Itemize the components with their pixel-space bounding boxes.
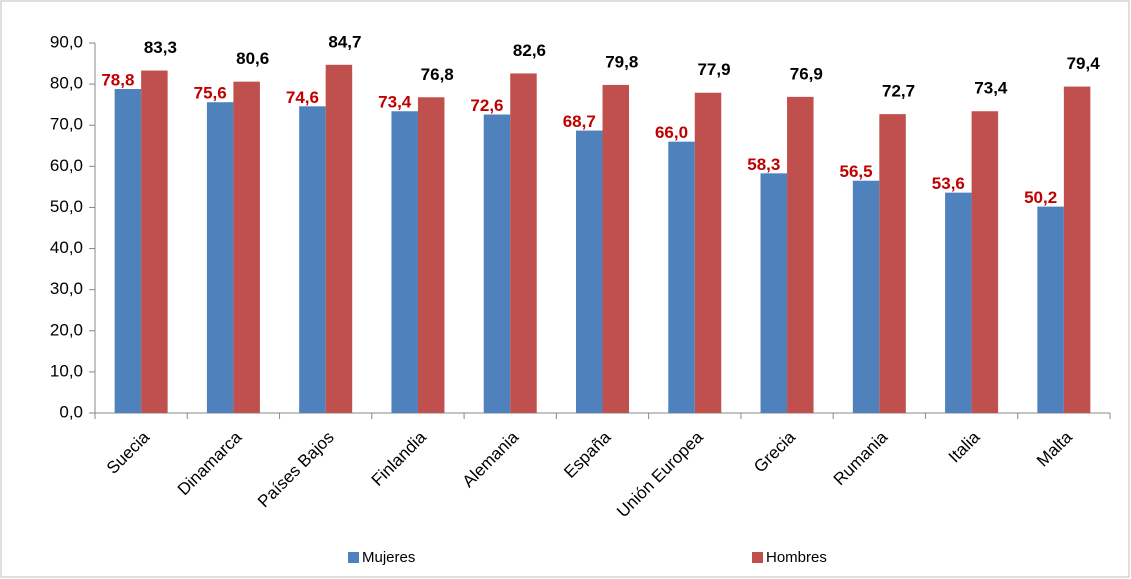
bar [483, 114, 511, 414]
value-label: 77,9 [697, 60, 730, 79]
bar [325, 64, 353, 414]
y-tick-label: 0,0 [59, 402, 83, 421]
bar [852, 180, 880, 413]
legend-label: Hombres [766, 549, 827, 566]
bar [206, 102, 234, 413]
bar [299, 106, 326, 414]
bar [787, 96, 814, 413]
bar [668, 141, 695, 413]
value-label: 72,7 [882, 82, 915, 101]
bar [879, 114, 906, 413]
value-label: 68,7 [563, 112, 596, 131]
value-label: 84,7 [328, 32, 361, 51]
legend-label: Mujeres [362, 549, 415, 566]
value-label: 73,4 [974, 79, 1008, 98]
bar [510, 73, 537, 413]
bar [1063, 86, 1091, 414]
bar [602, 84, 629, 413]
bar [141, 70, 168, 414]
legend-swatch [752, 552, 763, 563]
y-tick-label: 80,0 [50, 74, 83, 93]
bar [945, 192, 972, 413]
bar [694, 92, 722, 413]
value-label: 78,8 [101, 71, 134, 90]
value-label: 80,6 [236, 49, 269, 68]
y-tick-label: 50,0 [50, 197, 83, 216]
bar [114, 89, 142, 414]
y-tick-label: 90,0 [50, 32, 83, 51]
y-tick-label: 60,0 [50, 156, 83, 175]
bar [1037, 206, 1064, 413]
bar [971, 111, 999, 413]
bar [576, 130, 603, 414]
value-label: 75,6 [194, 84, 227, 103]
bar [760, 173, 788, 413]
value-label: 76,8 [421, 65, 454, 84]
value-label: 66,0 [655, 123, 688, 142]
y-tick-label: 20,0 [50, 320, 83, 339]
bar [391, 111, 418, 413]
y-tick-label: 70,0 [50, 115, 83, 134]
value-label: 74,6 [286, 88, 319, 107]
value-label: 56,5 [840, 162, 873, 181]
bar [417, 97, 445, 414]
y-tick-label: 10,0 [50, 361, 83, 380]
value-label: 73,4 [378, 93, 412, 112]
bar [233, 81, 260, 414]
value-label: 79,8 [605, 52, 638, 71]
value-label: 83,3 [144, 38, 177, 57]
value-label: 53,6 [932, 174, 965, 193]
value-label: 82,6 [513, 41, 546, 60]
value-label: 72,6 [470, 96, 503, 115]
value-label: 79,4 [1067, 54, 1101, 73]
legend-swatch [348, 552, 359, 563]
value-label: 50,2 [1024, 188, 1057, 207]
y-tick-label: 30,0 [50, 279, 83, 298]
value-label: 58,3 [747, 155, 780, 174]
value-label: 76,9 [790, 64, 823, 83]
y-tick-label: 40,0 [50, 238, 83, 257]
